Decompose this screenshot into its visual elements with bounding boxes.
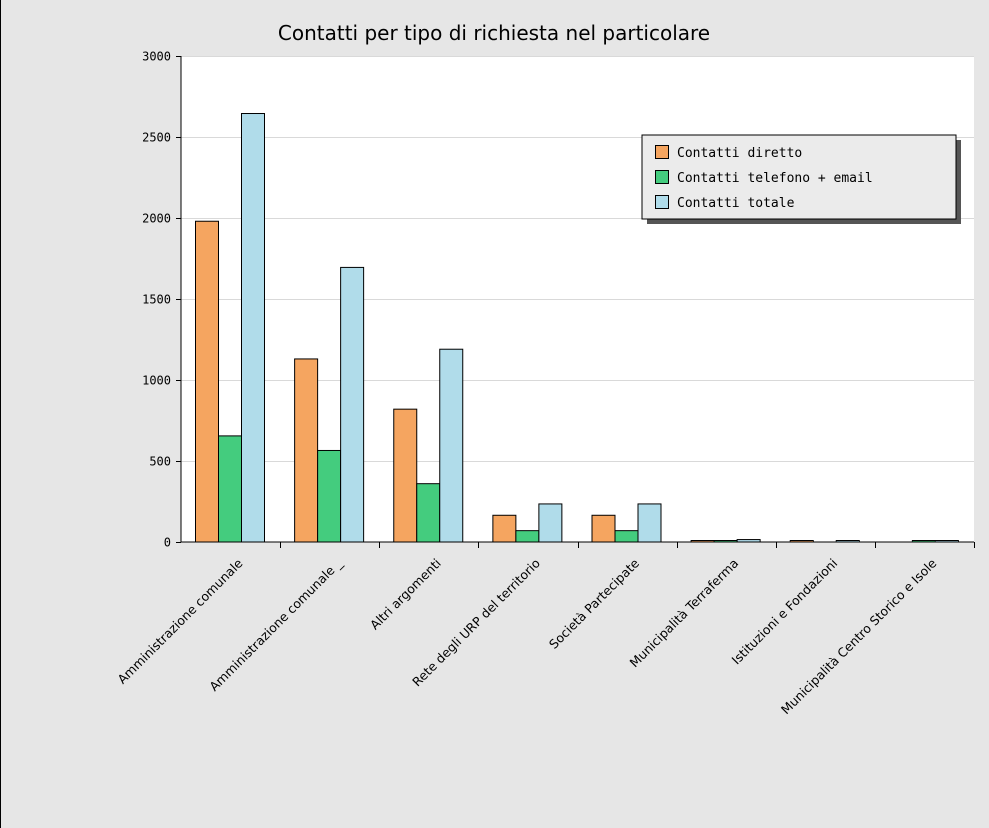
bar-3-3	[439, 348, 464, 543]
legend-label: Contatti totale	[677, 196, 795, 211]
bar-3-2	[340, 266, 365, 543]
bar-1-3	[393, 408, 418, 543]
bar-2-1	[218, 435, 242, 543]
x-category-label: Municipalità Centro Storico e Isole	[778, 555, 940, 717]
bar-2-2	[317, 449, 342, 543]
x-axis-ticks: Amministrazione comunaleAmministrazione …	[114, 542, 975, 717]
legend-box	[641, 134, 957, 220]
legend-items: Contatti diretto Contatti telefono + emai…	[655, 145, 873, 211]
bar-2-3	[416, 483, 441, 543]
bar-1-5	[591, 514, 616, 543]
y-tick-label: 500	[149, 455, 171, 469]
bar-1-4	[492, 514, 517, 543]
bar-2-4	[515, 530, 540, 543]
legend-label: Contatti diretto	[677, 146, 802, 161]
bar-1-2	[294, 358, 319, 543]
y-tick-label: 2500	[142, 131, 171, 145]
y-tick-label: 1500	[142, 293, 171, 307]
y-tick-label: 2000	[142, 212, 171, 226]
chart-title: Contatti per tipo di richiesta nel parti…	[278, 21, 710, 45]
y-tick-label: 1000	[142, 374, 171, 388]
y-tick-label: 0	[164, 536, 171, 550]
legend-swatch	[655, 170, 669, 184]
legend-swatch	[655, 195, 669, 209]
bar-1-1	[195, 220, 219, 543]
x-category-label: Società Partecipate	[546, 555, 642, 651]
legend: Contatti diretto Contatti telefono + emai…	[641, 134, 961, 224]
bar-3-1	[241, 113, 265, 543]
x-category-label: Altri argomenti	[367, 556, 444, 633]
legend-label: Contatti telefono + email	[677, 171, 873, 186]
bar-3-5	[637, 503, 662, 543]
y-axis-ticks: 0 500 1000 1500 2000 2500 3000	[142, 50, 181, 550]
x-category-label: Istituzioni e Fondazioni	[729, 556, 841, 668]
bars	[195, 113, 959, 543]
x-category-label: Municipalità Terraferma	[626, 556, 741, 671]
bar-2-5	[614, 530, 639, 543]
bar-3-4	[538, 503, 563, 543]
legend-swatch	[655, 145, 669, 159]
y-tick-label: 3000	[142, 50, 171, 64]
